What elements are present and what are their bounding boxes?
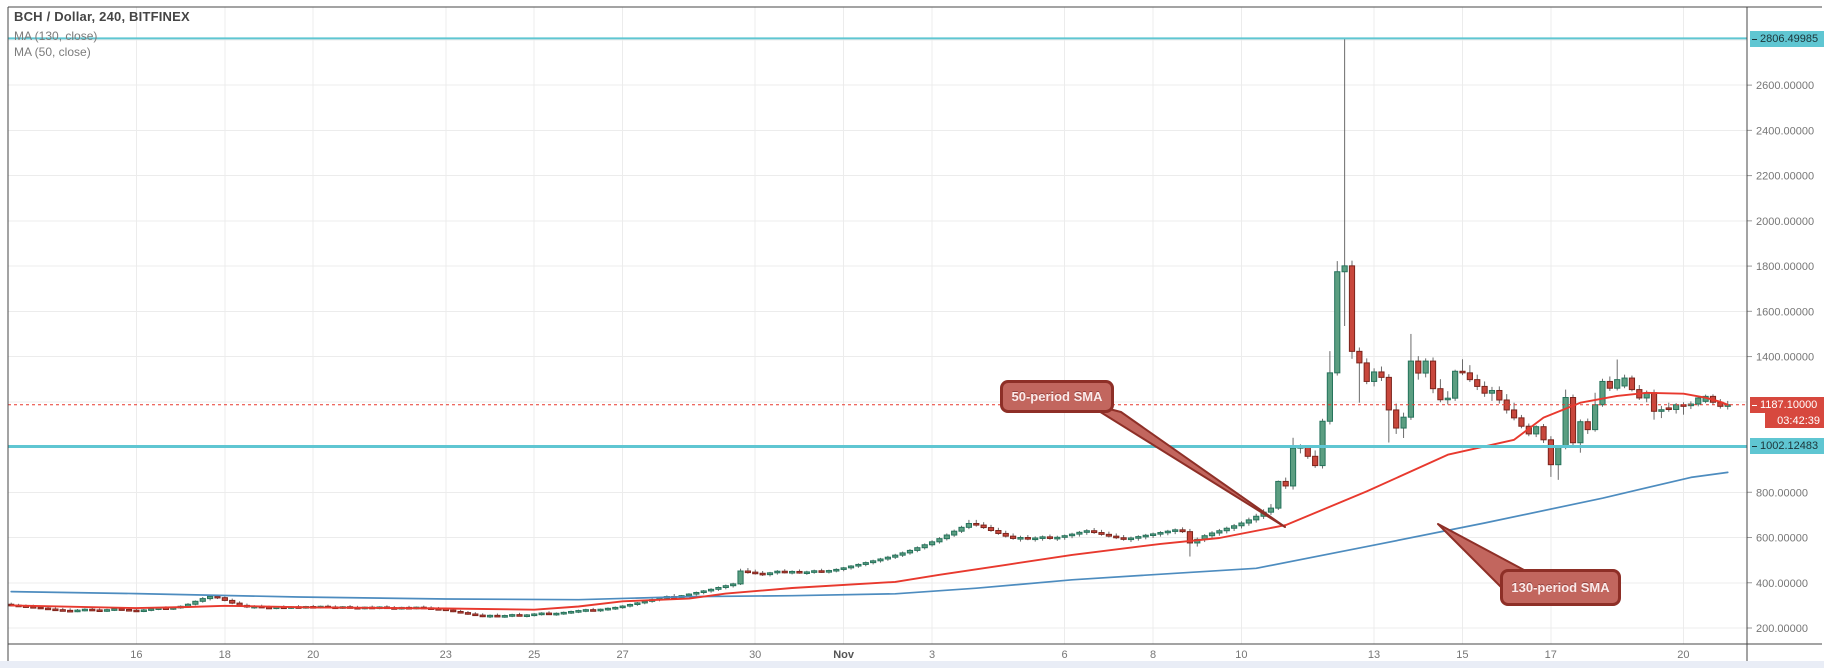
ma-50-line[interactable]: [10, 391, 1729, 611]
widget-bottom-strip: [0, 661, 1824, 668]
level-price-label-1002: 1002.12483: [1750, 438, 1824, 454]
last-price-label: 1187.10000: [1750, 397, 1824, 413]
svg-text:2000.00000: 2000.00000: [1756, 216, 1814, 228]
svg-text:2600.00000: 2600.00000: [1756, 80, 1814, 92]
svg-text:1400.00000: 1400.00000: [1756, 352, 1814, 364]
svg-text:25: 25: [528, 649, 540, 661]
axis-tick-icon: [1752, 38, 1757, 40]
axis-tick-icon: [1752, 404, 1757, 406]
annotation-pointer-tails: [1085, 402, 1525, 590]
svg-text:1800.00000: 1800.00000: [1756, 261, 1814, 273]
time-axis[interactable]: [8, 645, 1747, 662]
svg-text:20: 20: [307, 649, 319, 661]
annotation-130-label: 130-period SMA: [1511, 580, 1610, 595]
chart-legend: BCH / Dollar, 240, BITFINEX MA (130, clo…: [14, 9, 190, 60]
svg-text:20: 20: [1677, 649, 1689, 661]
svg-text:400.00000: 400.00000: [1756, 578, 1808, 590]
horizontal-level-lines[interactable]: [8, 37, 1747, 449]
grid-lines: [8, 7, 1747, 644]
svg-text:10: 10: [1235, 649, 1247, 661]
axis-tick-icon: [1752, 445, 1757, 447]
svg-text:3: 3: [929, 649, 935, 661]
symbol-legend[interactable]: BCH / Dollar, 240, BITFINEX: [14, 9, 190, 24]
bar-countdown-timer: 03:42:39: [1765, 413, 1824, 428]
svg-text:23: 23: [440, 649, 452, 661]
svg-text:17: 17: [1545, 649, 1557, 661]
svg-text:2200.00000: 2200.00000: [1756, 171, 1814, 183]
svg-text:200.00000: 200.00000: [1756, 623, 1808, 635]
indicator-legend-ma130[interactable]: MA (130, close): [14, 29, 98, 43]
svg-text:1600.00000: 1600.00000: [1756, 306, 1814, 318]
pane-borders: [7, 6, 1822, 662]
svg-text:27: 27: [616, 649, 628, 661]
time-axis-labels: 16 18 20 23 25 27 30 Nov 3 6 8 10 13 15 17 20: [130, 649, 1689, 661]
svg-text:6: 6: [1062, 649, 1068, 661]
ma-130-line[interactable]: [10, 471, 1729, 601]
candles[interactable]: [8, 38, 1731, 619]
svg-text:15: 15: [1456, 649, 1468, 661]
svg-text:16: 16: [130, 649, 142, 661]
svg-text:Nov: Nov: [833, 649, 855, 661]
svg-text:30: 30: [749, 649, 761, 661]
svg-text:18: 18: [219, 649, 231, 661]
svg-text:13: 13: [1368, 649, 1380, 661]
annotation-130-period-sma[interactable]: 130-period SMA: [1500, 569, 1621, 606]
svg-text:8: 8: [1150, 649, 1156, 661]
svg-text:2400.00000: 2400.00000: [1756, 125, 1814, 137]
price-axis[interactable]: [1748, 7, 1824, 644]
svg-text:800.00000: 800.00000: [1756, 487, 1808, 499]
annotation-50-period-sma[interactable]: 50-period SMA: [1000, 380, 1114, 413]
price-axis-labels: 200.00000 400.00000 600.00000 800.00000 1400…: [1747, 80, 1814, 635]
annotation-50-label: 50-period SMA: [1011, 389, 1103, 404]
svg-text:600.00000: 600.00000: [1756, 533, 1808, 545]
indicator-legend-ma50[interactable]: MA (50, close): [14, 45, 91, 59]
level-price-label-2806: 2806.49985: [1750, 31, 1824, 47]
